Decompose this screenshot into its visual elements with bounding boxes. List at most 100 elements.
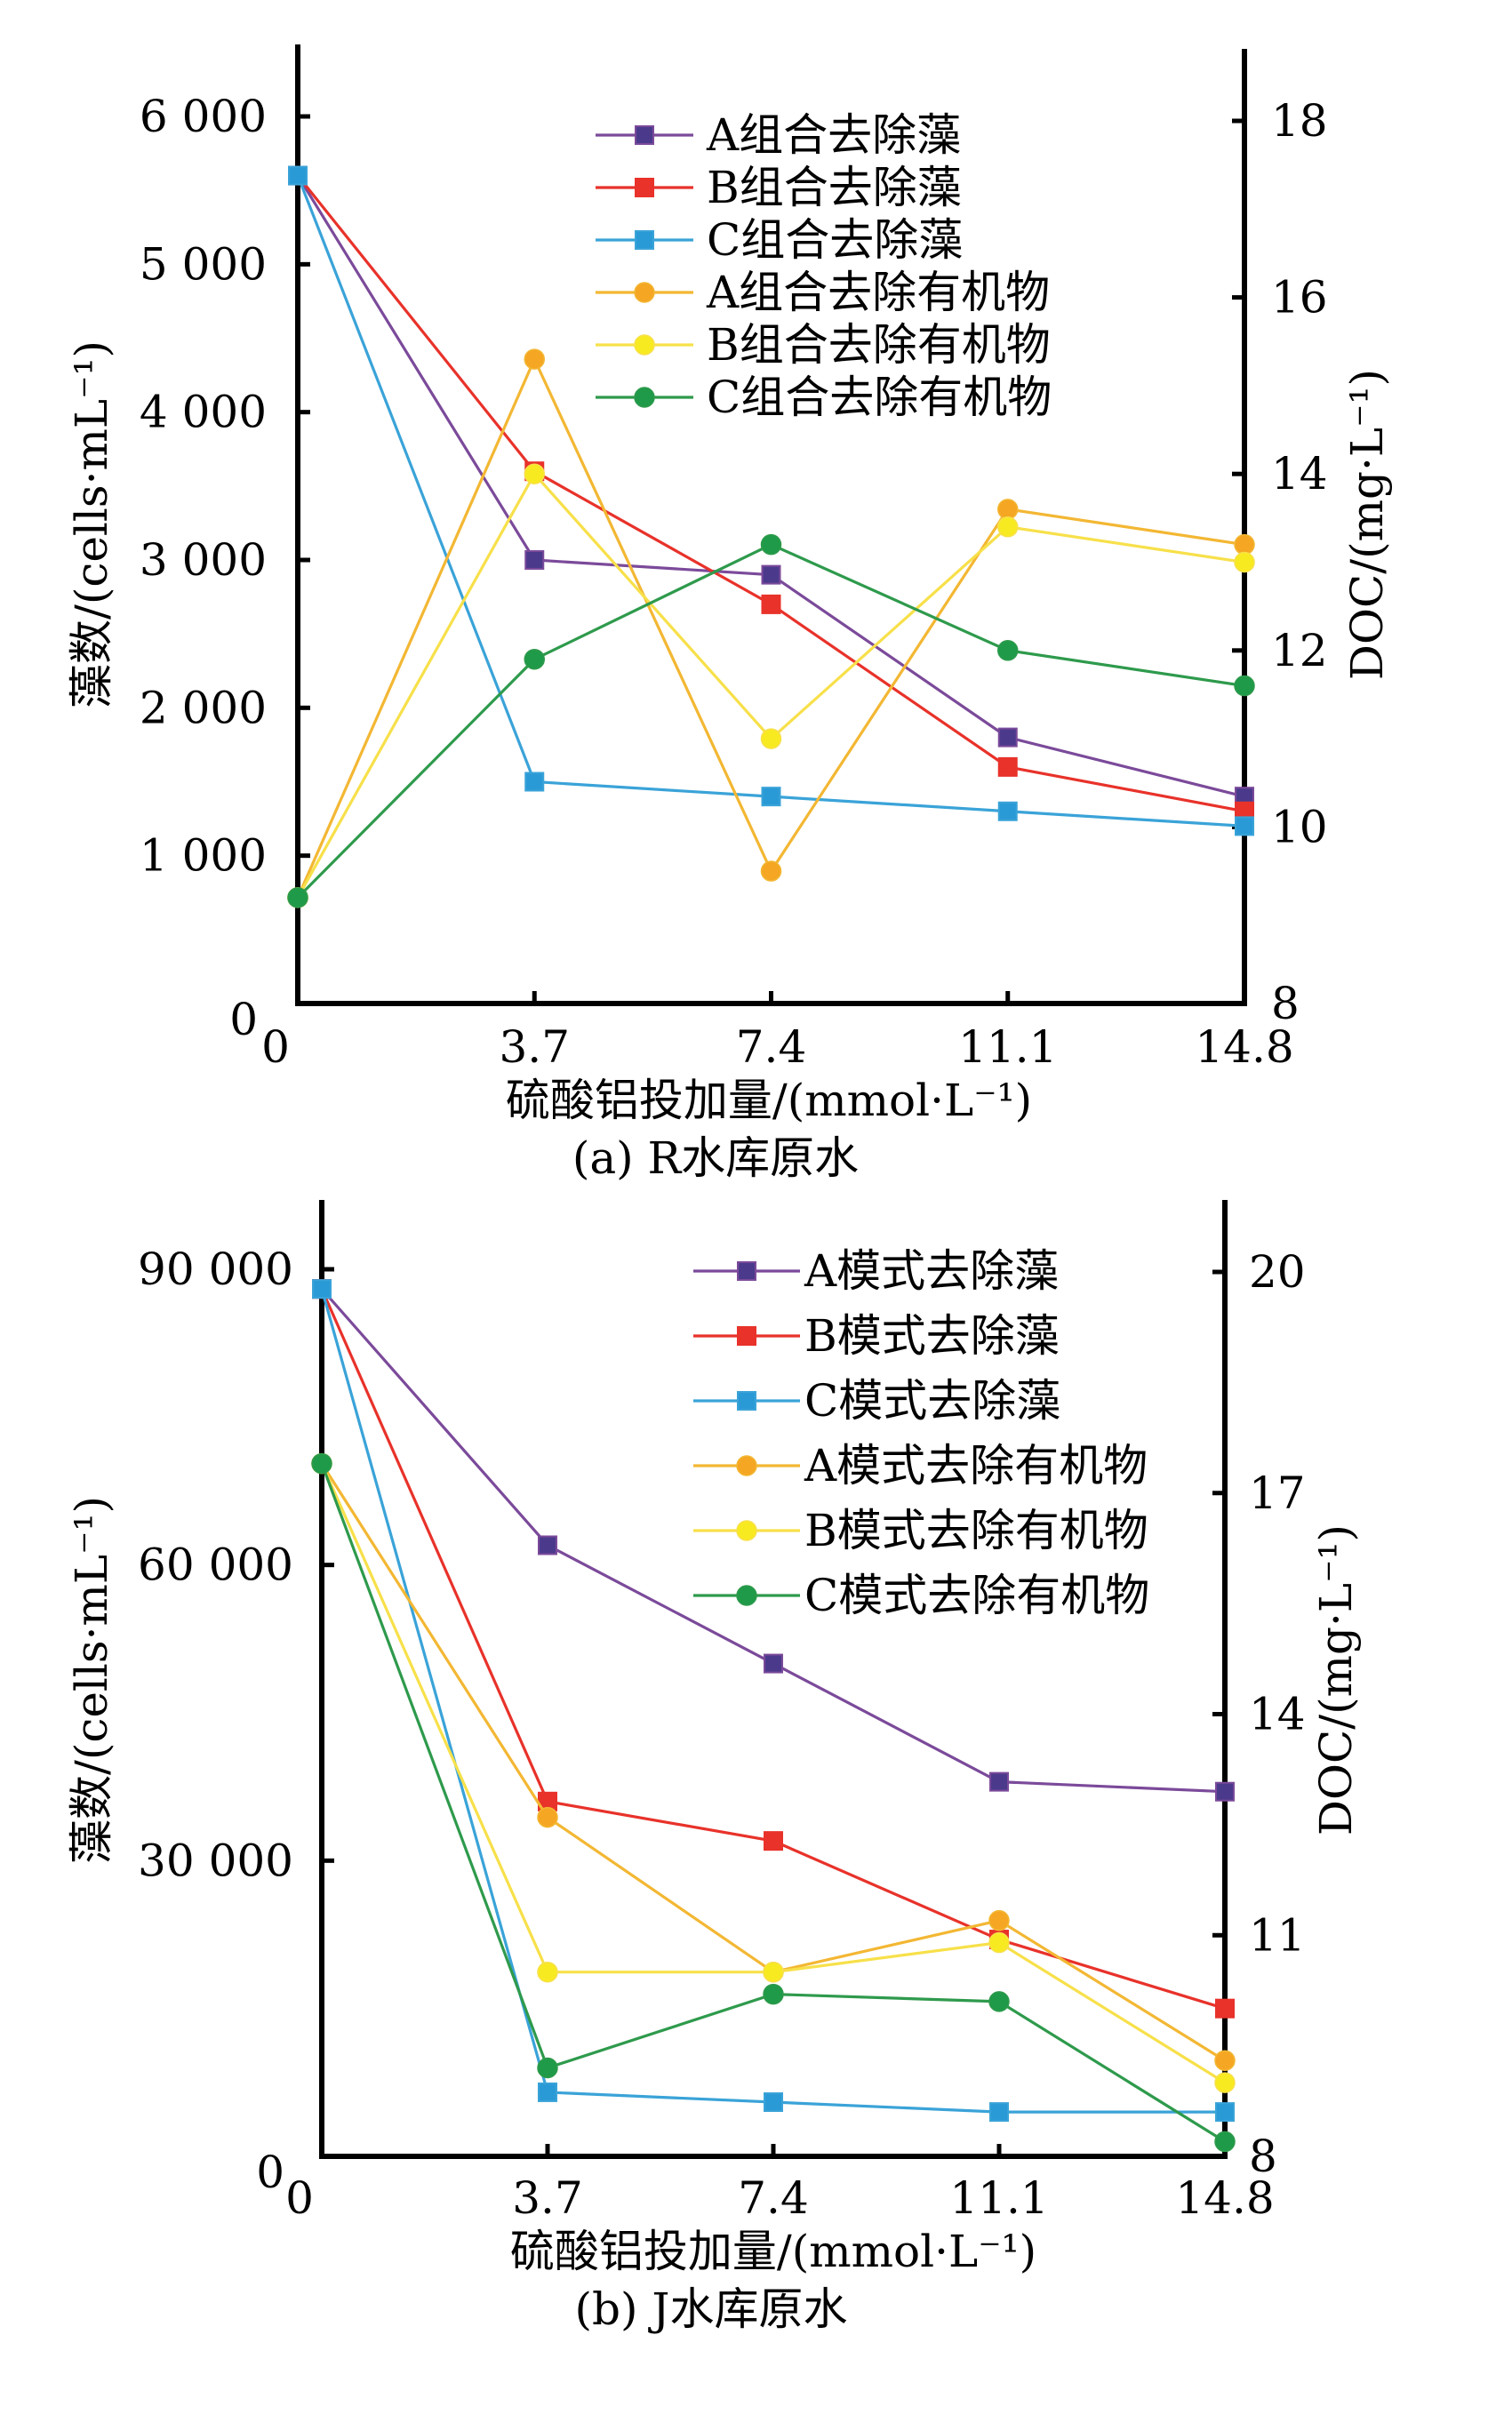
panel-a-legend-item: C组合去除藻 [596,214,963,266]
panel-a-series-4 [287,348,1255,908]
panel-a-caption: (a) R水库原水 [572,1132,859,1184]
panel-b-data-point [1215,1998,1235,2019]
panel-b-legend-label: C模式去除藻 [804,1375,1060,1427]
panel-b-data-point [537,1806,558,1828]
panel-a-left-tick-label: 1 000 [140,830,267,882]
panel-a-x-axis-title: 硫酸铝投加量/(mmol·L⁻¹) [506,1075,1032,1126]
panel-b-data-point [1214,2131,1236,2153]
panel-a-legend-marker [635,178,654,197]
panel-b-data-point [764,2092,783,2113]
panel-a-data-point [1235,816,1254,836]
panel-b-right-tick-label: 20 [1249,1246,1306,1298]
panel-b-x-tick-label: 0 [285,2172,314,2224]
panel-b-caption: (b) J水库原水 [575,2283,848,2335]
panel-b-legend-marker [737,1391,756,1411]
panel-a-data-point [524,463,545,484]
panel-b-left-tick-label: 90 000 [138,1243,293,1295]
panel-a-right-tick-label: 14 [1271,448,1328,500]
panel-b-data-point [537,2057,558,2079]
panel-a-series-6 [287,533,1255,908]
panel-a-x-tick-label: 7.4 [736,1021,807,1073]
panel-a-right-tick-label: 18 [1271,95,1328,147]
panel-b-series-3 [312,1279,1235,2123]
panel-b-right-tick-label: 14 [1249,1689,1306,1740]
panel-b-x-axis-title: 硫酸铝投加量/(mmol·L⁻¹) [510,2226,1036,2277]
panel-a-legend-item: B组合去除有机物 [596,319,1051,371]
panel-a-legend-label: A组合去除有机物 [706,267,1050,318]
panel-b-left-axis-title: 藻数/(cells·mL⁻¹) [66,1496,117,1864]
panel-b-x-tick-label: 11.1 [949,2172,1048,2224]
panel-a-legend-label: C组合去除有机物 [707,372,1052,423]
panel-b-legend-marker [736,1585,757,1606]
panel-b-data-point [1215,2102,1235,2123]
panel-a-data-point [761,594,781,614]
panel-a-legend-item: B组合去除藻 [596,162,962,213]
panel-a-legend-marker [634,282,655,303]
panel-b-data-point [988,1991,1010,2012]
panel-a-legend-label: B组合去除有机物 [707,319,1051,371]
panel-b-data-point [989,2102,1009,2123]
panel-a-legend-marker [634,334,655,356]
panel-b-data-point [989,1771,1009,1792]
panel-a-data-point [761,564,781,585]
panel-b-ticks: 0 3.7 7.4 11.1 14.8 0 30 000 60 000 90 000 8 11 14 1… [138,1243,1306,2224]
panel-a-data-point [997,516,1019,538]
panel-b-data-point [763,1983,784,2005]
panel-a-left-tick-label: 6 000 [140,91,267,142]
panel-a-data-point [524,550,545,570]
panel-b-legend-label: B模式去除藻 [804,1310,1060,1362]
panel-a-x-tick-label: 0 [261,1021,290,1073]
panel-a-data-point [524,648,545,670]
panel-a-legend-label: B组合去除藻 [707,162,962,213]
panel-a-data-point [997,640,1019,661]
panel-b-data-point [1214,2050,1236,2071]
panel-a-chart: 0 3.7 7.4 11.1 14.8 0 1 000 2 000 3 000 4 000 5 00… [66,44,1393,1184]
panel-a-legend-label: A组合去除藻 [706,109,961,161]
panel-b-data-point [988,1909,1010,1931]
panel-b-data-point [311,1452,332,1475]
panel-b-legend-label: A模式去除有机物 [804,1440,1148,1491]
panel-a-series-3 [288,165,1254,836]
panel-a-data-point [760,860,782,882]
panel-b-legend-item: C模式去除藻 [693,1375,1060,1427]
panel-b-series-line [320,1463,1226,2143]
panel-b-data-point [1215,1781,1235,1802]
panel-b-data-point [312,1279,332,1299]
panel-b-legend-item: B模式去除有机物 [693,1505,1148,1556]
panel-b-data-point [763,1961,784,1983]
panel-b-series-2 [312,1279,1235,2019]
panel-b-series-line [320,1288,1226,2011]
panel-b-x-tick-label: 3.7 [512,2172,583,2224]
panel-a-data-point [1234,551,1255,573]
panel-b-series-6 [311,1452,1236,2153]
panel-b-right-tick-label: 8 [1249,2131,1277,2182]
panel-a-ticks: 0 3.7 7.4 11.1 14.8 0 1 000 2 000 3 000 4 000 5 00… [140,91,1328,1073]
panel-b-legend-item: A模式去除藻 [693,1245,1059,1297]
panel-b-right-tick-label: 11 [1249,1909,1306,1961]
panel-b-legend-marker [737,1261,756,1281]
panel-b-data-point [1214,2072,1236,2093]
panel-a-legend-item: A组合去除有机物 [596,267,1050,318]
panel-a-series-5 [287,463,1255,908]
panel-b-legend-item: B模式去除藻 [693,1310,1060,1362]
panel-a-right-axis-title: DOC/(mg·L⁻¹) [1341,369,1393,680]
panel-b-left-tick-label: 30 000 [138,1835,293,1886]
panel-b-legend-label: B模式去除有机物 [804,1505,1148,1556]
panel-a-data-point [997,756,1018,777]
panel-a-data-point [761,787,781,807]
panel-a-left-axis-title: 藻数/(cells·mL⁻¹) [66,340,117,708]
panel-a-legend-item: C组合去除有机物 [596,372,1052,423]
panel-b-legend-item: C模式去除有机物 [693,1570,1149,1621]
panel-b-legend-marker [736,1520,757,1541]
panel-a-data-point [760,728,782,749]
panel-a-right-tick-label: 12 [1271,625,1328,676]
panel-a-data-point [288,165,308,186]
panel-a-right-tick-label: 16 [1271,272,1328,324]
panel-b-right-axis-title: DOC/(mg·L⁻¹) [1310,1524,1362,1835]
panel-a-legend-marker [635,230,654,250]
panel-a-data-point [1234,675,1255,697]
panel-b-data-point [988,1931,1010,1954]
panel-b-legend-label: A模式去除藻 [804,1245,1059,1297]
panel-a-right-tick-label: 10 [1271,801,1328,852]
